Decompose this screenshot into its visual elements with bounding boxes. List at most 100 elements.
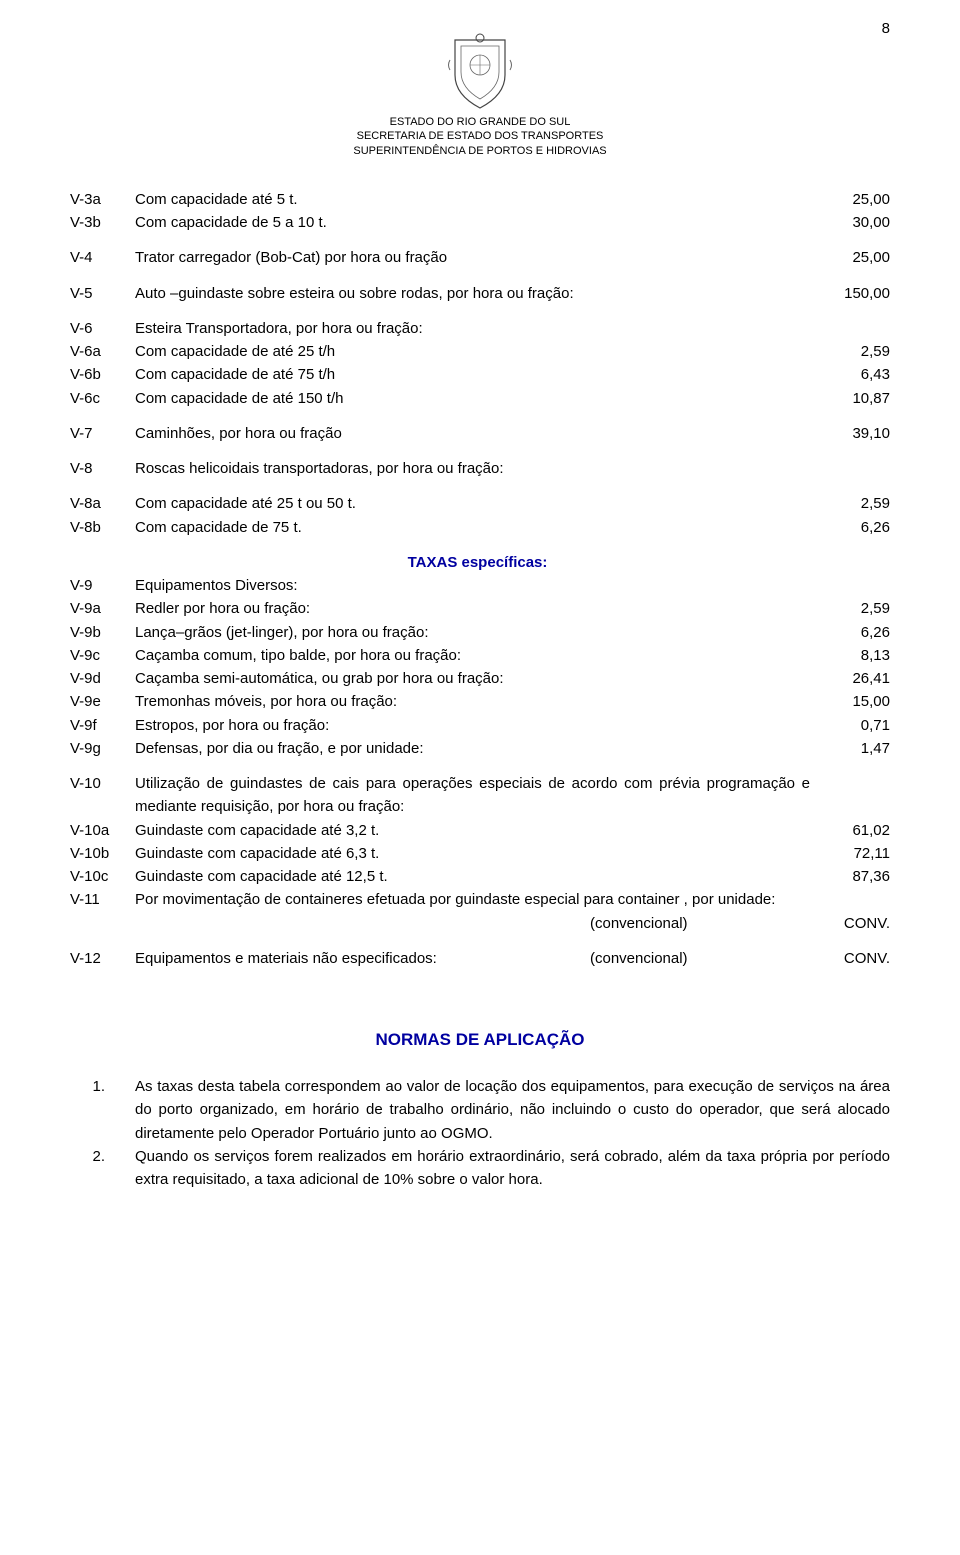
value: 2,59 xyxy=(820,597,890,620)
item-v6a: V-6a Com capacidade de até 25 t/h 2,59 xyxy=(70,340,890,363)
value: 8,13 xyxy=(820,644,890,667)
code: V-5 xyxy=(70,282,135,305)
code: V-8b xyxy=(70,516,135,539)
para-num: 2. xyxy=(70,1145,135,1192)
org-line-1: ESTADO DO RIO GRANDE DO SUL xyxy=(70,115,890,129)
item-v9c: V-9c Caçamba comum, tipo balde, por hora… xyxy=(70,644,890,667)
desc: Guindaste com capacidade até 6,3 t. xyxy=(135,842,820,865)
code: V-9d xyxy=(70,667,135,690)
desc: Esteira Transportadora, por hora ou fraç… xyxy=(135,317,820,340)
item-v10c: V-10c Guindaste com capacidade até 12,5 … xyxy=(70,865,890,888)
item-v6c: V-6c Com capacidade de até 150 t/h 10,87 xyxy=(70,387,890,410)
value: 2,59 xyxy=(820,492,890,515)
desc: Com capacidade de até 25 t/h xyxy=(135,340,820,363)
code: V-10 xyxy=(70,772,135,795)
code: V-3b xyxy=(70,211,135,234)
normas-title: NORMAS DE APLICAÇÃO xyxy=(70,1030,890,1050)
crest-icon xyxy=(445,30,515,110)
desc-right: (convencional) xyxy=(590,947,810,970)
desc: Caçamba semi-automática, ou grab por hor… xyxy=(135,667,820,690)
desc: Trator carregador (Bob-Cat) por hora ou … xyxy=(135,246,820,269)
desc: Roscas helicoidais transportadoras, por … xyxy=(135,457,820,480)
desc: Lança–grãos (jet-linger), por hora ou fr… xyxy=(135,621,820,644)
desc: Guindaste com capacidade até 3,2 t. xyxy=(135,819,820,842)
para-text: As taxas desta tabela correspondem ao va… xyxy=(135,1075,890,1145)
code: V-9c xyxy=(70,644,135,667)
value: CONV. xyxy=(820,947,890,970)
value: 72,11 xyxy=(820,842,890,865)
item-v3b: V-3b Com capacidade de 5 a 10 t. 30,00 xyxy=(70,211,890,234)
code: V-10a xyxy=(70,819,135,842)
desc: Caminhões, por hora ou fração xyxy=(135,422,820,445)
value: 6,26 xyxy=(820,516,890,539)
item-v9e: V-9e Tremonhas móveis, por hora ou fraçã… xyxy=(70,690,890,713)
code: V-9g xyxy=(70,737,135,760)
value: 61,02 xyxy=(820,819,890,842)
desc: Com capacidade de até 75 t/h xyxy=(135,363,820,386)
item-v9f: V-9f Estropos, por hora ou fração: 0,71 xyxy=(70,714,890,737)
code: V-8a xyxy=(70,492,135,515)
value: 6,43 xyxy=(820,363,890,386)
desc: Por movimentação de containeres efetuada… xyxy=(135,888,820,911)
item-v11-l2: (convencional) CONV. xyxy=(70,912,890,935)
desc: Com capacidade de até 150 t/h xyxy=(135,387,820,410)
code: V-6c xyxy=(70,387,135,410)
code: V-9b xyxy=(70,621,135,644)
code: V-9 xyxy=(70,574,135,597)
desc-left: Por movimentação de containeres efetuada… xyxy=(135,888,810,911)
desc: Equipamentos Diversos: xyxy=(135,574,820,597)
code: V-7 xyxy=(70,422,135,445)
para-num: 1. xyxy=(70,1075,135,1145)
item-v9: V-9 Equipamentos Diversos: xyxy=(70,574,890,597)
desc: Caçamba comum, tipo balde, por hora ou f… xyxy=(135,644,820,667)
item-v12: V-12 Equipamentos e materiais não especi… xyxy=(70,947,890,970)
value: 15,00 xyxy=(820,690,890,713)
item-v8: V-8 Roscas helicoidais transportadoras, … xyxy=(70,457,890,480)
desc: Com capacidade de 5 a 10 t. xyxy=(135,211,820,234)
code: V-9f xyxy=(70,714,135,737)
value: 6,26 xyxy=(820,621,890,644)
desc-right: (convencional) xyxy=(590,912,810,935)
para-text: Quando os serviços forem realizados em h… xyxy=(135,1145,890,1192)
desc: Com capacidade até 25 t ou 50 t. xyxy=(135,492,820,515)
code: V-6 xyxy=(70,317,135,340)
item-v8a: V-8a Com capacidade até 25 t ou 50 t. 2,… xyxy=(70,492,890,515)
item-v7: V-7 Caminhões, por hora ou fração 39,10 xyxy=(70,422,890,445)
value: 39,10 xyxy=(820,422,890,445)
value: 87,36 xyxy=(820,865,890,888)
item-v10b: V-10b Guindaste com capacidade até 6,3 t… xyxy=(70,842,890,865)
value: 1,47 xyxy=(820,737,890,760)
code: V-6a xyxy=(70,340,135,363)
code: V-4 xyxy=(70,246,135,269)
item-v6: V-6 Esteira Transportadora, por hora ou … xyxy=(70,317,890,340)
value: 150,00 xyxy=(820,282,890,305)
item-v3a: V-3a Com capacidade até 5 t. 25,00 xyxy=(70,188,890,211)
desc-left: Equipamentos e materiais não especificad… xyxy=(135,947,590,970)
value: 25,00 xyxy=(820,246,890,269)
item-v10: V-10 Utilização de guindastes de cais pa… xyxy=(70,772,890,819)
desc: Com capacidade até 5 t. xyxy=(135,188,820,211)
taxas-header-line: TAXAS específicas: xyxy=(70,551,890,574)
desc: Utilização de guindastes de cais para op… xyxy=(135,772,820,819)
desc: Estropos, por hora ou fração: xyxy=(135,714,820,737)
code: V-8 xyxy=(70,457,135,480)
page-number: 8 xyxy=(882,20,890,37)
item-v9b: V-9b Lança–grãos (jet-linger), por hora … xyxy=(70,621,890,644)
para-2: 2. Quando os serviços forem realizados e… xyxy=(70,1145,890,1192)
org-line-2: SECRETARIA DE ESTADO DOS TRANSPORTES xyxy=(70,129,890,143)
item-v6b: V-6b Com capacidade de até 75 t/h 6,43 xyxy=(70,363,890,386)
desc: Redler por hora ou fração: xyxy=(135,597,820,620)
item-v8b: V-8b Com capacidade de 75 t. 6,26 xyxy=(70,516,890,539)
desc: Auto –guindaste sobre esteira ou sobre r… xyxy=(135,282,820,305)
code: V-6b xyxy=(70,363,135,386)
item-v5: V-5 Auto –guindaste sobre esteira ou sob… xyxy=(70,282,890,305)
desc: Com capacidade de 75 t. xyxy=(135,516,820,539)
code: V-9a xyxy=(70,597,135,620)
desc: Tremonhas móveis, por hora ou fração: xyxy=(135,690,820,713)
desc: Defensas, por dia ou fração, e por unida… xyxy=(135,737,820,760)
desc: Guindaste com capacidade até 12,5 t. xyxy=(135,865,820,888)
item-v9g: V-9g Defensas, por dia ou fração, e por … xyxy=(70,737,890,760)
value: 26,41 xyxy=(820,667,890,690)
item-v11: V-11 Por movimentação de containeres efe… xyxy=(70,888,890,911)
code: V-11 xyxy=(70,888,135,911)
